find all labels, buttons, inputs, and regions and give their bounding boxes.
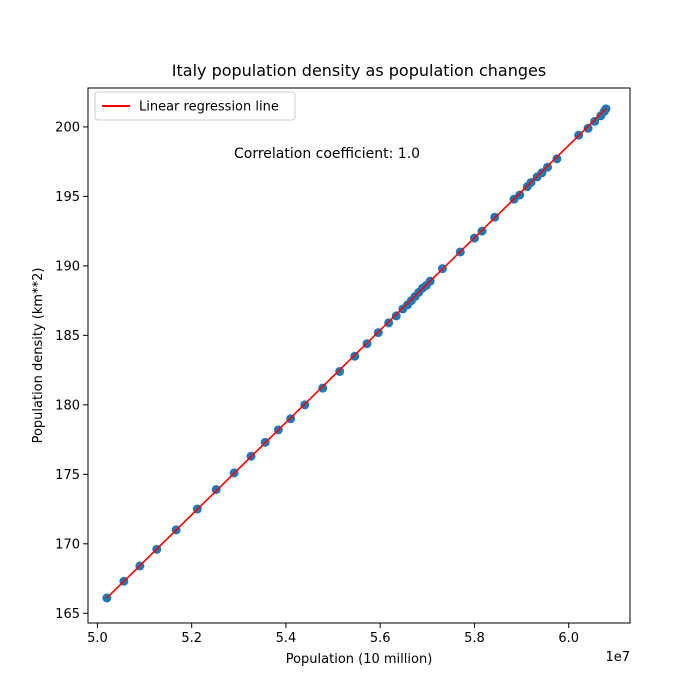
data-point [318,383,328,393]
y-tick-label: 180 [55,398,80,413]
y-tick-label: 165 [55,607,80,622]
x-tick-label: 5.2 [181,631,202,646]
legend-label-regression: Linear regression line [139,100,279,115]
data-point [552,154,562,164]
y-axis-label: Population density (km**2) [31,268,46,444]
regression-line [106,108,607,599]
legend: Linear regression line [94,91,296,121]
x-axis-label: Population (10 million) [286,652,433,667]
data-point [391,311,401,321]
x-tick-label: 5.0 [87,631,108,646]
y-tick-label: 190 [55,259,80,274]
data-point [211,485,221,495]
chart-title: Italy population density as population c… [172,61,546,80]
y-axis: 165 170 175 180 185 190 195 200 [55,120,88,622]
x-axis-offset-text: 1e7 [605,650,630,665]
data-point [583,123,593,133]
y-tick-label: 175 [55,468,80,483]
legend-box [94,91,296,121]
data-point [590,116,600,126]
y-tick-label: 195 [55,190,80,205]
correlation-annotation: Correlation coefficient: 1.0 [234,146,420,162]
plot-area [102,104,611,603]
x-tick-label: 6.0 [558,631,579,646]
x-tick-label: 5.6 [370,631,391,646]
y-tick-label: 170 [55,537,80,552]
axes-frame [87,87,631,624]
x-tick-label: 5.8 [464,631,485,646]
data-point [335,366,345,376]
x-tick-label: 5.4 [276,631,297,646]
y-tick-label: 185 [55,329,80,344]
x-axis: 5.0 5.2 5.4 5.6 5.8 6.0 [87,623,579,646]
y-tick-label: 200 [55,120,80,135]
data-point [515,190,525,200]
